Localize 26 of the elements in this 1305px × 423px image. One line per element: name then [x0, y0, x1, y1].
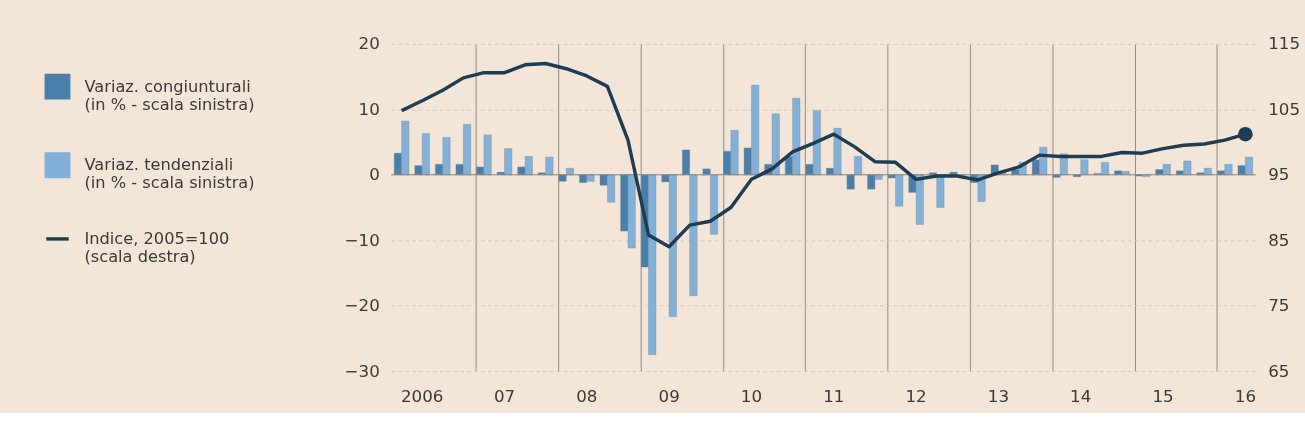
x-tick-label: 09 [658, 386, 680, 407]
legend-label: Variaz. tendenziali (in % - scala sinistra) [84, 155, 255, 193]
x-tick-label: 07 [493, 386, 516, 407]
y2-tick-label: 105 [1268, 98, 1301, 119]
y-tick-label: −20 [344, 295, 380, 316]
x-tick-label: 2006 [400, 386, 444, 407]
x-tick-label: 10 [740, 386, 763, 407]
x-tick-label: 11 [823, 386, 845, 407]
y-tick-label: 10 [358, 98, 380, 119]
legend-label: Indice, 2005=100 (scala destra) [84, 228, 230, 267]
y-tick-label: 20 [358, 33, 380, 54]
y-tick-label: −10 [344, 229, 380, 250]
y2-tick-label: 85 [1268, 229, 1290, 250]
x-tick-label: 14 [1070, 386, 1092, 407]
y2-tick-label: 115 [1268, 33, 1301, 54]
y2-tick-label: 65 [1268, 360, 1290, 381]
x-tick-label: 13 [987, 386, 1010, 407]
x-tick-label: 15 [1152, 386, 1174, 407]
x-tick-label: 16 [1234, 386, 1256, 407]
y2-tick-label: 75 [1268, 295, 1290, 316]
x-tick-label: 12 [905, 386, 927, 407]
x-tick-label: 08 [576, 386, 598, 407]
legend-label: Variaz. congiunturali (in % - scala sinistra) [84, 76, 255, 114]
y-tick-label: −30 [344, 360, 380, 381]
y2-tick-label: 95 [1268, 164, 1290, 185]
y-tick-label: 0 [369, 164, 380, 185]
